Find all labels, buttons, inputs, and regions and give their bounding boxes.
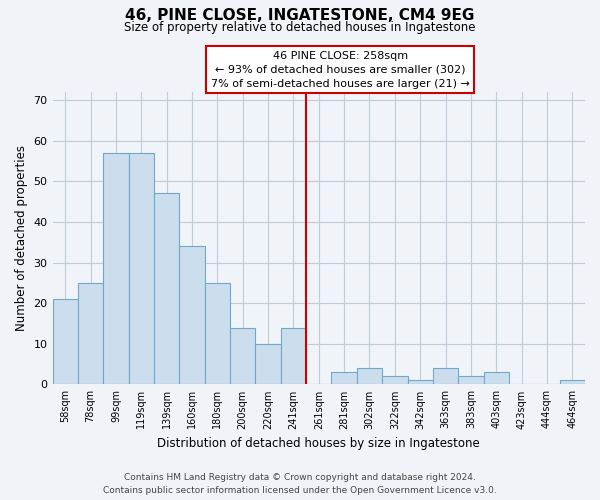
Bar [357,368,382,384]
Bar [281,328,306,384]
Y-axis label: Number of detached properties: Number of detached properties [15,145,28,331]
Bar [179,246,205,384]
Bar [331,372,357,384]
Bar [458,376,484,384]
Bar [154,194,179,384]
Bar [128,153,154,384]
Bar [407,380,433,384]
Bar [103,153,128,384]
Text: Size of property relative to detached houses in Ingatestone: Size of property relative to detached ho… [124,21,476,34]
Text: 46, PINE CLOSE, INGATESTONE, CM4 9EG: 46, PINE CLOSE, INGATESTONE, CM4 9EG [125,8,475,22]
Bar [230,328,256,384]
Bar [433,368,458,384]
Bar [256,344,281,385]
Bar [205,283,230,384]
Text: 46 PINE CLOSE: 258sqm
← 93% of detached houses are smaller (302)
7% of semi-deta: 46 PINE CLOSE: 258sqm ← 93% of detached … [211,51,470,89]
Text: Contains HM Land Registry data © Crown copyright and database right 2024.
Contai: Contains HM Land Registry data © Crown c… [103,474,497,495]
X-axis label: Distribution of detached houses by size in Ingatestone: Distribution of detached houses by size … [157,437,480,450]
Bar [560,380,585,384]
Bar [78,283,103,384]
Bar [382,376,407,384]
Bar [53,299,78,384]
Bar [484,372,509,384]
